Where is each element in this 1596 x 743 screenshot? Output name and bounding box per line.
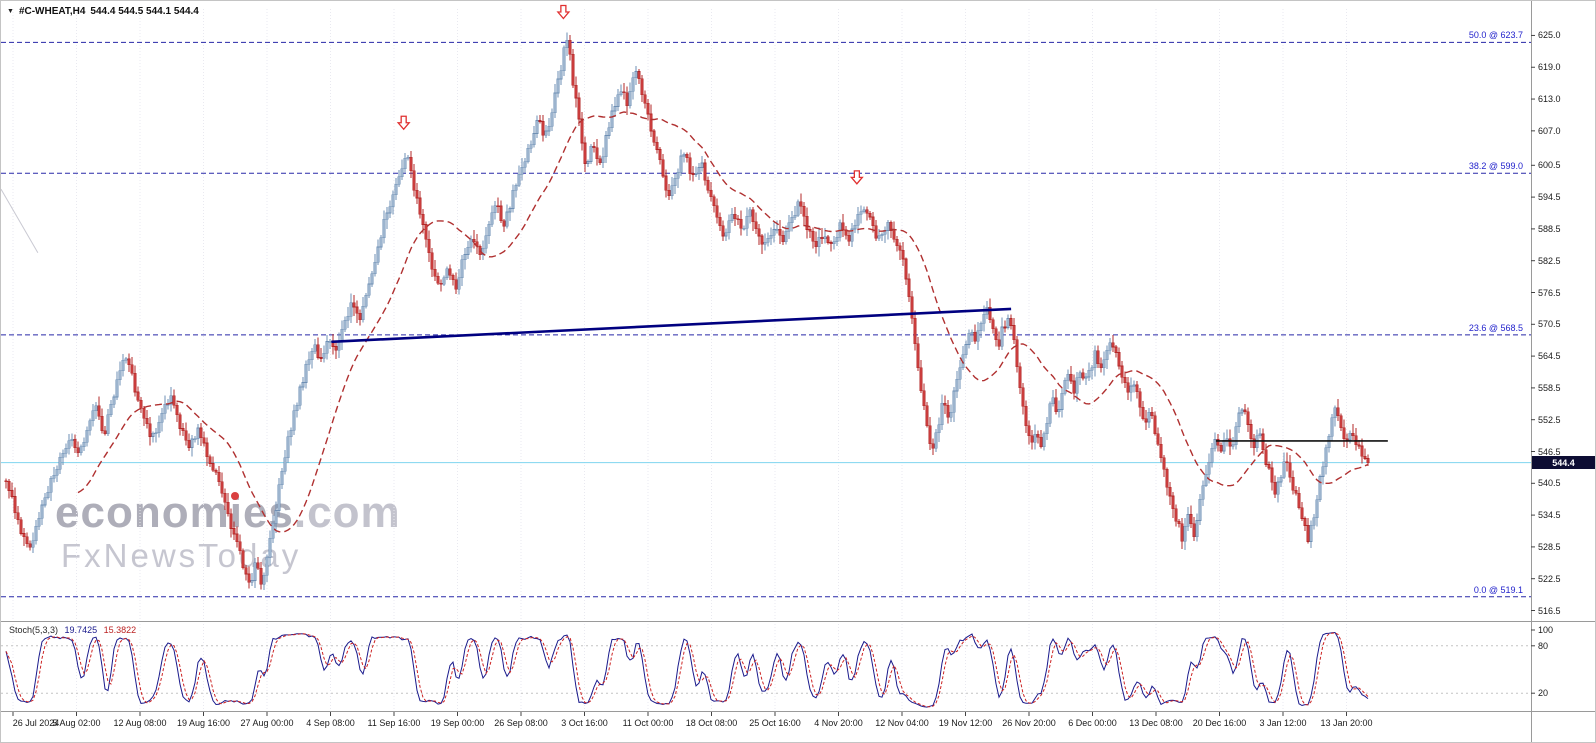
- time-axis-label: 3 Oct 16:00: [561, 718, 608, 728]
- stoch-name: Stoch(5,3,3): [9, 625, 59, 635]
- time-axis-label: 26 Nov 20:00: [1002, 718, 1056, 728]
- time-axis-label: 11 Sep 16:00: [367, 718, 421, 728]
- price-axis-label: 528.5: [1538, 541, 1561, 552]
- stoch-axis-label: 80: [1538, 640, 1549, 651]
- price-axis-label: 522.5: [1538, 573, 1561, 584]
- time-axis-label: 19 Nov 12:00: [938, 718, 993, 728]
- time-axis-label: 12 Aug 08:00: [113, 718, 167, 728]
- price-axis-label: 558.5: [1538, 382, 1561, 393]
- time-axis-label: 26 Sep 08:00: [494, 718, 548, 728]
- price-axis-label: 600.5: [1538, 160, 1561, 171]
- price-axis-label: 607.0: [1538, 125, 1561, 136]
- stoch-axis-label: 100: [1538, 625, 1554, 635]
- price-axis-label: 546.5: [1538, 446, 1561, 457]
- fib-level-label: 23.6 @ 568.5: [1468, 322, 1523, 333]
- symbol-label: #C-WHEAT,H4: [18, 6, 86, 17]
- stoch-main-value: 19.7425: [64, 625, 98, 635]
- price-axis-label: 625.0: [1538, 30, 1561, 41]
- time-axis-label: 13 Dec 08:00: [1129, 718, 1183, 728]
- time-axis-label: 27 Aug 00:00: [240, 718, 294, 728]
- price-axis-label: 516.5: [1538, 605, 1561, 616]
- time-axis-label: 19 Aug 16:00: [176, 718, 231, 728]
- price-axis-label: 534.5: [1538, 510, 1561, 521]
- time-axis-label: 19 Sep 00:00: [430, 718, 485, 728]
- price-axis-label: 552.5: [1538, 414, 1561, 425]
- fib-level-label: 50.0 @ 623.7: [1468, 30, 1523, 41]
- price-axis-label: 613.0: [1538, 94, 1561, 105]
- price-axis-label: 588.5: [1538, 223, 1561, 234]
- time-axis-label: 6 Dec 00:00: [1068, 718, 1117, 728]
- price-axis-label: 594.5: [1538, 192, 1561, 203]
- ohlc-values: 544.4 544.5 544.1 544.4: [90, 6, 199, 17]
- price-axis-label: 582.5: [1538, 255, 1561, 266]
- time-axis-label: 3 Jan 12:00: [1259, 718, 1307, 728]
- time-axis-label: 4 Sep 08:00: [306, 718, 355, 728]
- price-axis-label: 570.5: [1538, 319, 1561, 330]
- fib-level-label: 0.0 @ 519.1: [1473, 584, 1523, 595]
- watermark-red-dot-i: i: [229, 488, 243, 537]
- time-axis-label: 20 Dec 16:00: [1192, 718, 1247, 728]
- price-axis-label: 540.5: [1538, 478, 1561, 489]
- time-axis-label: 26 Jul 2024: [12, 718, 60, 728]
- stoch-indicator-label: Stoch(5,3,3) 19.7425 15.3822: [9, 625, 136, 635]
- price-axis-label: 619.0: [1538, 62, 1561, 73]
- price-axis-label: 576.5: [1538, 287, 1561, 298]
- time-axis-label: 5 Aug 02:00: [52, 718, 101, 728]
- time-axis-label: 25 Oct 16:00: [749, 718, 801, 728]
- fib-level-label: 38.2 @ 599.0: [1468, 161, 1523, 172]
- time-axis-label: 13 Jan 20:00: [1320, 718, 1373, 728]
- time-axis-label: 11 Oct 00:00: [622, 718, 674, 728]
- watermark-brand: economies.com: [55, 488, 401, 537]
- time-axis-label: 18 Oct 08:00: [685, 718, 738, 728]
- symbol-ohlc-line: ▼ #C-WHEAT,H4 544.4 544.5 544.1 544.4: [7, 6, 199, 17]
- time-axis-label: 4 Nov 20:00: [814, 718, 863, 728]
- stoch-signal-value: 15.3822: [103, 625, 137, 635]
- current-price-value: 544.4: [1552, 457, 1575, 468]
- watermark: economies.com FxNewsToday: [55, 488, 401, 573]
- chevron-down-icon[interactable]: ▼: [7, 8, 14, 15]
- price-axis-label: 564.5: [1538, 351, 1561, 362]
- time-axis-label: 12 Nov 04:00: [875, 718, 929, 728]
- stoch-axis-label: 20: [1538, 688, 1549, 699]
- current-price-tag: 544.4: [1532, 456, 1595, 470]
